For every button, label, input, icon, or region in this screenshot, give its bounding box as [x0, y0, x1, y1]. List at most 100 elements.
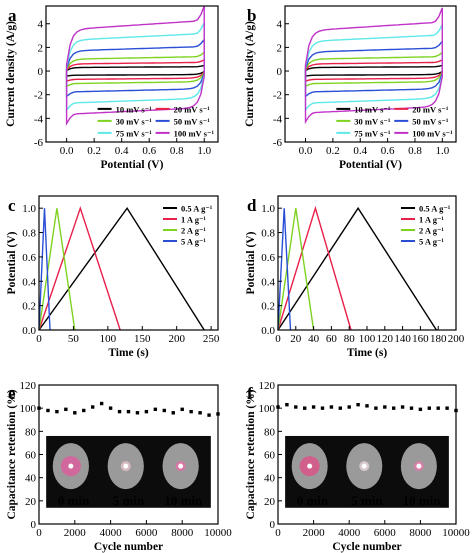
- panel-e: e 0 min 5 min 10 min 0 2000 4000 6000 8000 10000 0…: [6, 380, 232, 553]
- data-point: [171, 411, 175, 415]
- x-tick-label: 200: [168, 333, 185, 345]
- y-tick-label: 80: [25, 426, 37, 438]
- series-line: [38, 205, 121, 331]
- series-line: [304, 64, 443, 77]
- x-tick-label: 0.2: [326, 145, 340, 157]
- y-tick-label: 60: [25, 450, 37, 462]
- x-tick-label: 200: [448, 333, 465, 345]
- x-tick-label: 0.6: [142, 145, 156, 157]
- inset-time-label: 5 min: [351, 493, 383, 508]
- legend-label: 5 A g⁻¹: [181, 237, 206, 247]
- x-tick-label: 4000: [100, 527, 123, 539]
- series-line: [65, 64, 205, 77]
- series-line: [277, 206, 437, 331]
- data-point: [189, 409, 193, 414]
- y-axis-title: Potential (V): [6, 231, 18, 294]
- x-tick-label: 0.8: [170, 145, 184, 157]
- series-line: [65, 58, 205, 83]
- data-point: [303, 406, 307, 410]
- series-line: [304, 7, 443, 125]
- x-tick-label: 160: [412, 333, 429, 345]
- y-tick-label: 100: [20, 403, 37, 415]
- y-tick-label: 0.0: [261, 325, 275, 337]
- x-tick-label: 120: [377, 333, 394, 345]
- data-point: [436, 406, 440, 410]
- y-tick-label: 0.8: [261, 228, 275, 240]
- legend-label: 30 mV s⁻¹: [116, 116, 153, 126]
- y-tick-label: 2: [277, 42, 283, 54]
- y-tick-label: 1.0: [22, 203, 36, 215]
- panel-f: f 0 min 5 min 10 min 0 2000 4000 6000 8000 10000 0…: [245, 380, 470, 553]
- x-tick-label: 1.0: [435, 145, 449, 157]
- x-tick-label: 0.0: [60, 145, 74, 157]
- series-line: [38, 208, 76, 331]
- y-tick-label: 0.4: [22, 276, 36, 288]
- plot-frame: [38, 195, 219, 331]
- x-tick-label: 150: [134, 333, 151, 345]
- y-axis-title: Current density (A/g): [244, 21, 256, 127]
- inset-photos: 0 min 5 min 10 min: [285, 435, 449, 508]
- y-tick-label: 40: [264, 473, 276, 485]
- x-tick-label: 100: [359, 333, 376, 345]
- legend-label: 5 A g⁻¹: [419, 237, 444, 247]
- y-tick-label: 0.6: [22, 252, 36, 264]
- data-point: [347, 405, 351, 409]
- legend: 0.5 A g⁻¹1 A g⁻¹2 A g⁻¹5 A g⁻¹: [163, 204, 213, 247]
- data-point: [64, 407, 68, 412]
- y-axis-title: Capacitance retention (%): [245, 389, 257, 519]
- y-tick-label: 0.2: [22, 301, 36, 313]
- legend-label: 100 mV s⁻¹: [412, 128, 453, 138]
- y-tick-label: 0.0: [22, 325, 36, 337]
- y-tick-label: -2: [34, 90, 43, 102]
- legend-label: 10 mV s⁻¹: [354, 104, 391, 114]
- data-point: [55, 409, 59, 414]
- data-point: [445, 406, 449, 410]
- x-tick-label: 40: [308, 333, 320, 345]
- x-tick-label: 4000: [338, 527, 361, 539]
- y-tick-label: 100: [259, 403, 276, 415]
- legend-label: 50 mV s⁻¹: [174, 116, 211, 126]
- y-tick-label: 0: [38, 66, 44, 78]
- x-tick-label: 0.2: [87, 145, 101, 157]
- series-line: [304, 58, 443, 83]
- data-point: [320, 406, 325, 410]
- y-tick-label: -4: [273, 113, 283, 125]
- data-point: [162, 408, 166, 413]
- x-axis-title: Cycle number: [94, 541, 163, 553]
- data-point: [392, 406, 396, 410]
- legend-label: 50 mV s⁻¹: [412, 116, 449, 126]
- x-tick-label: 0: [275, 333, 281, 345]
- data-point: [144, 409, 149, 414]
- y-tick-label: 120: [259, 380, 276, 392]
- data-point: [383, 405, 387, 409]
- inset-time-label: 0 min: [58, 493, 90, 508]
- data-point: [91, 405, 95, 409]
- data-point: [374, 406, 378, 410]
- data-point: [427, 406, 431, 410]
- inset-time-label: 10 min: [403, 493, 442, 508]
- legend-label: 2 A g⁻¹: [419, 226, 444, 236]
- led-core: [123, 463, 129, 469]
- legend-label: 0.5 A g⁻¹: [419, 204, 451, 214]
- legend-label: 30 mV s⁻¹: [354, 116, 391, 126]
- y-tick-label: 20: [25, 496, 37, 508]
- legend-label: 10 mV s⁻¹: [116, 104, 153, 114]
- data-point: [108, 406, 113, 410]
- data-point: [135, 411, 140, 415]
- data-point: [294, 405, 298, 409]
- y-tick-label: 0.6: [261, 252, 275, 264]
- legend-label: 0.5 A g⁻¹: [181, 204, 213, 214]
- y-tick-label: 80: [264, 426, 276, 438]
- legend-label: 1 A g⁻¹: [419, 215, 444, 225]
- y-tick-label: 0.2: [261, 301, 275, 313]
- led-core: [361, 463, 367, 469]
- legend: 10 mV s⁻¹ 20 mV s⁻¹ 30 mV s⁻¹ 50 mV s⁻¹ 75 m…: [97, 104, 214, 138]
- panel-a: a 0.0 0.2 0.4 0.6 0.8 1.0 -6 -4 -2 0 2 4 Potential (V…: [5, 5, 219, 171]
- y-tick-label: 0.4: [261, 276, 275, 288]
- legend-label: 20 mV s⁻¹: [174, 104, 211, 114]
- led-core: [178, 463, 184, 469]
- y-tick-label: -6: [273, 137, 283, 149]
- data-point: [198, 411, 202, 415]
- x-tick-label: 50: [68, 333, 80, 345]
- data-point: [356, 402, 360, 407]
